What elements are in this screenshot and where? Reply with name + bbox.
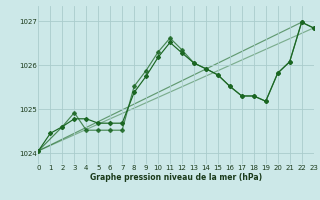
X-axis label: Graphe pression niveau de la mer (hPa): Graphe pression niveau de la mer (hPa) [90,173,262,182]
